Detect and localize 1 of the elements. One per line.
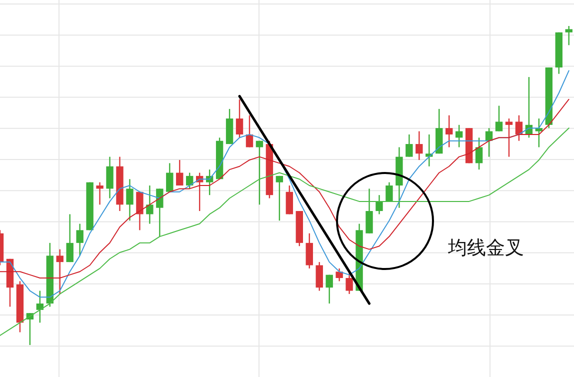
annotation: 均线金叉 — [447, 237, 524, 259]
